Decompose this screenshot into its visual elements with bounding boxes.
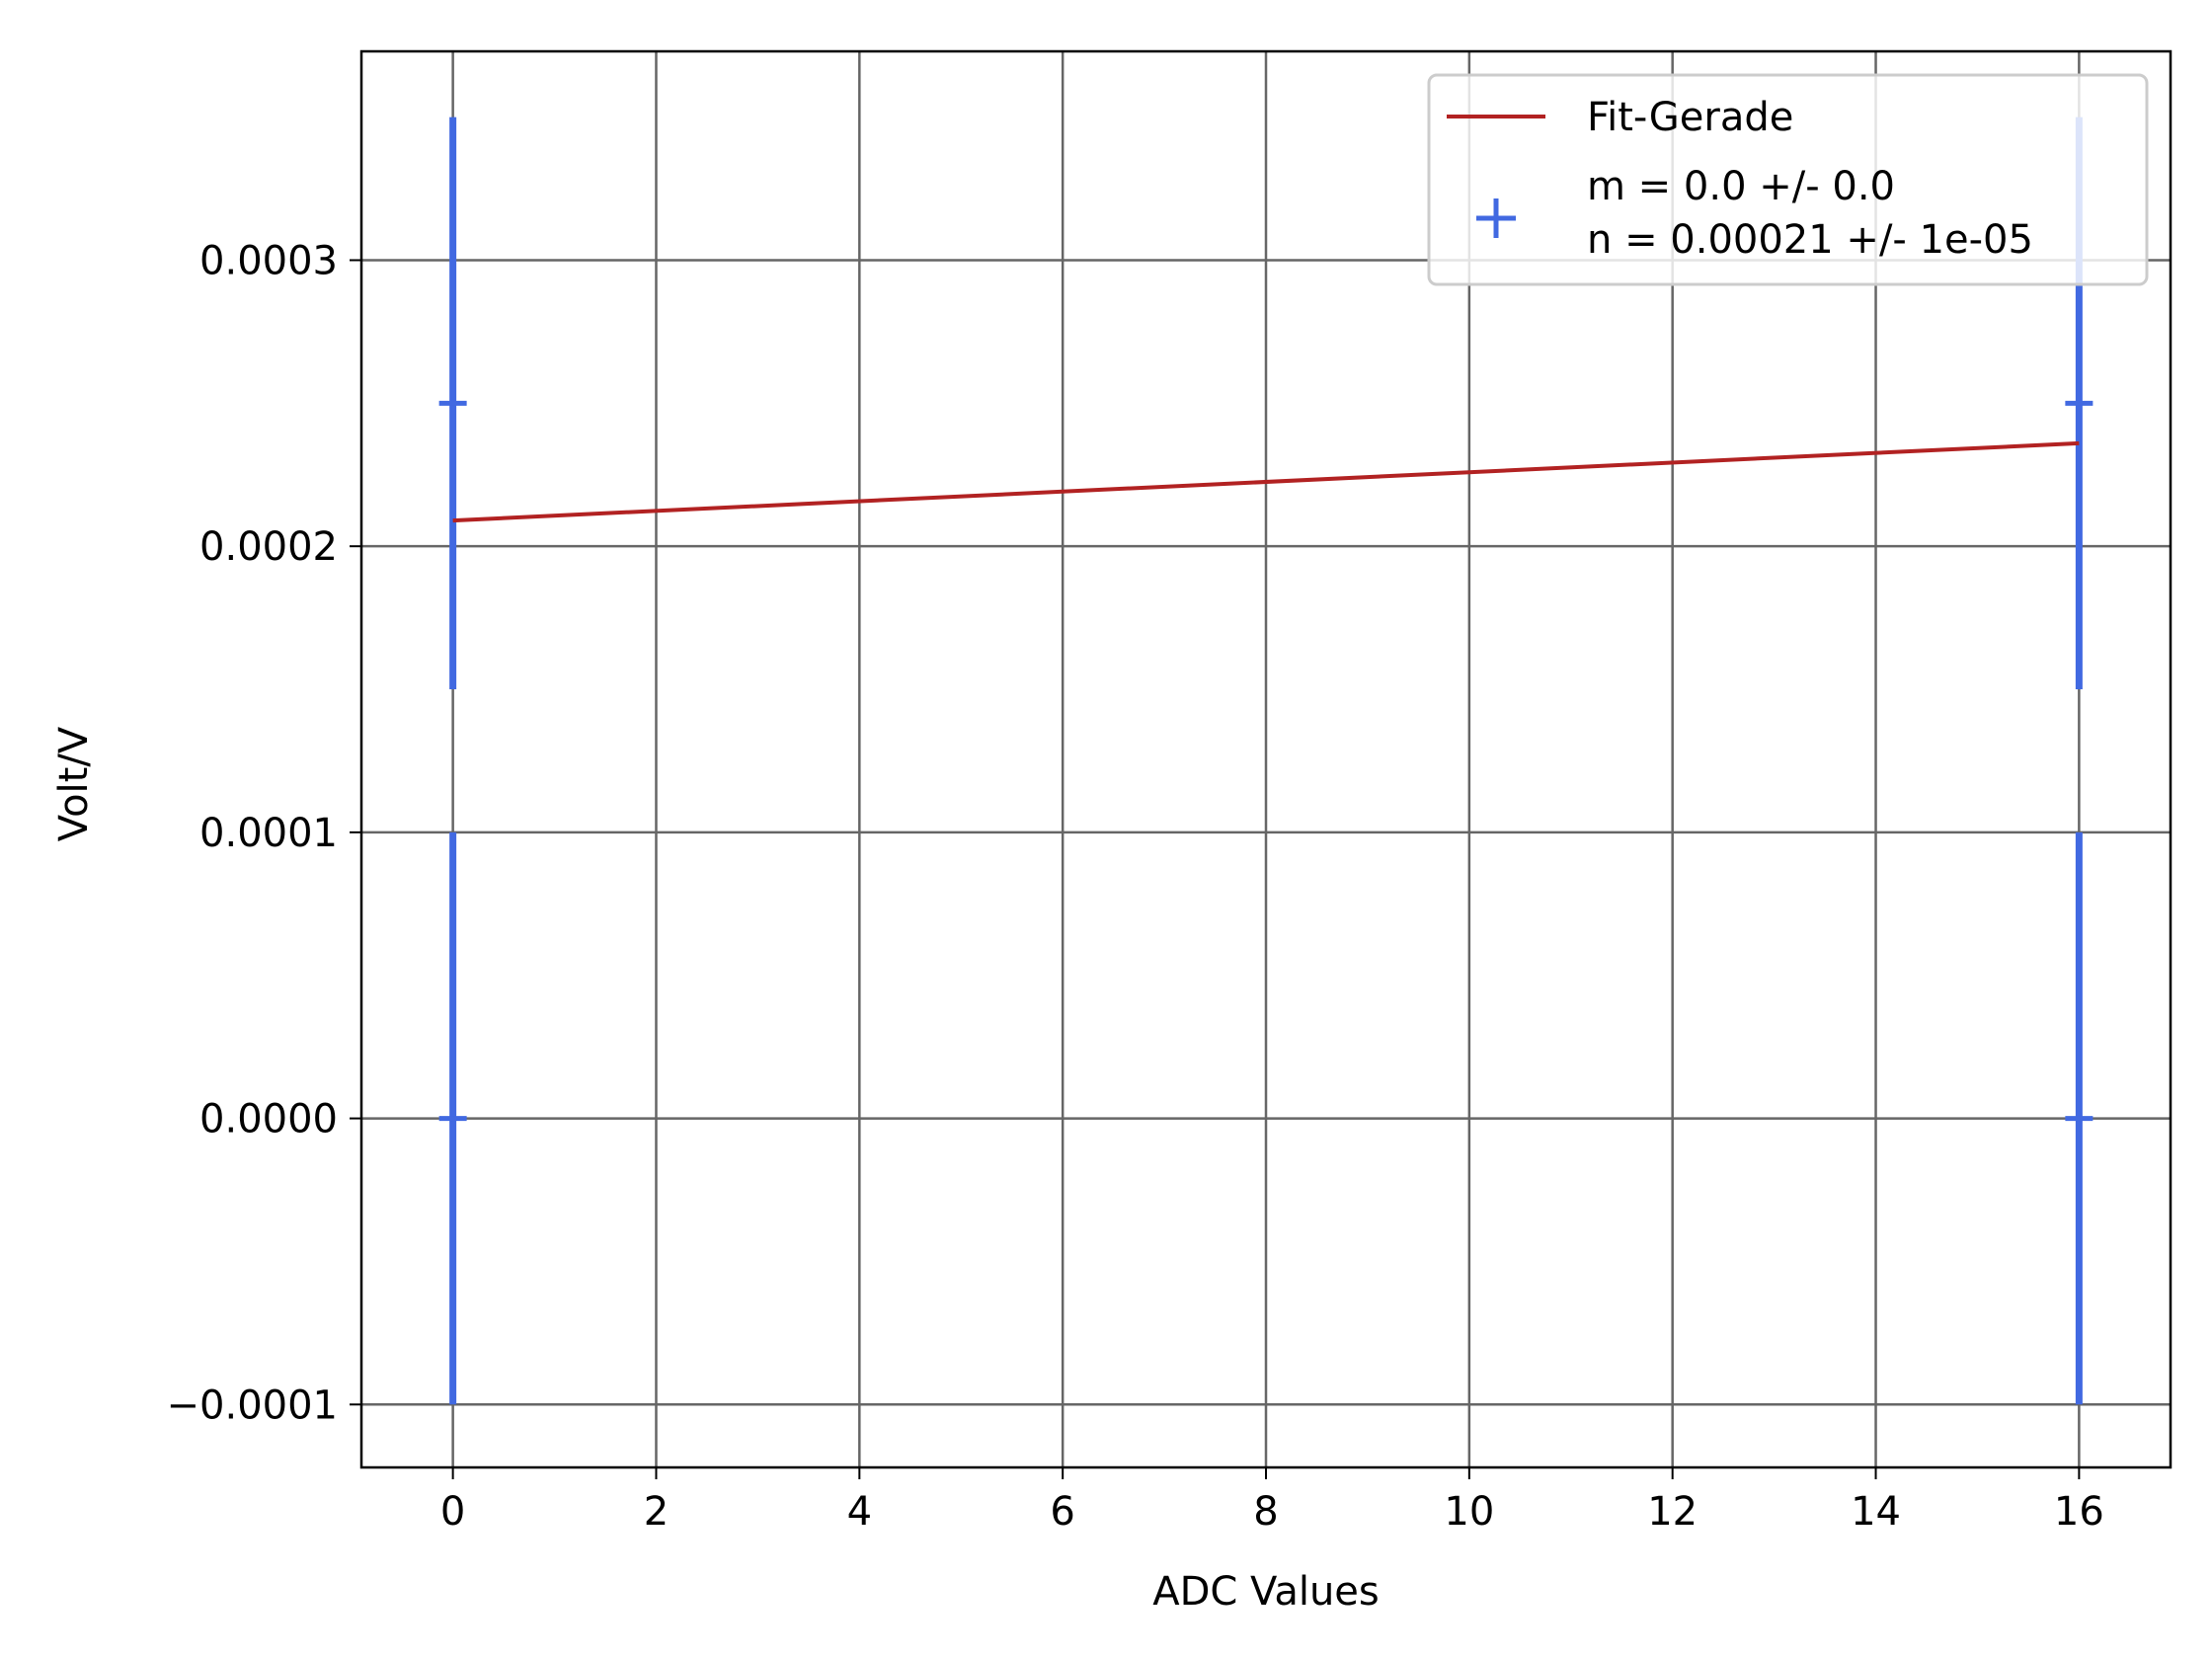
x-tick-label: 14 [1851,1489,1901,1535]
legend: Fit-Gerade m = 0.0 +/- 0.0 n = 0.00021 +/-… [1427,73,2149,286]
x-tick-label: 4 [847,1489,872,1535]
x-tick-label: 12 [1647,1489,1698,1535]
plot-frame [359,49,2172,1469]
x-tick-label: 16 [2054,1489,2104,1535]
x-tick-label: 6 [1050,1489,1074,1535]
y-tick-label: 0.0003 [199,238,338,283]
y-tick-label: 0.0002 [199,524,338,570]
plot-area: 0 2 4 6 8 10 12 14 16 −0.0001 0.0000 0.0001 0.0002 0.… [167,49,2172,1535]
y-tick-label: 0.0001 [199,811,338,856]
y-tick-label: −0.0001 [167,1382,338,1428]
legend-box [1427,73,2149,286]
y-axis-title: Volt/V [51,726,97,841]
x-axis-title: ADC Values [1152,1569,1380,1615]
y-tick-label: 0.0000 [199,1097,338,1143]
x-tick-label: 2 [644,1489,669,1535]
x-tick-label: 10 [1444,1489,1494,1535]
legend-fit-m: m = 0.0 +/- 0.0 [1587,164,1895,209]
x-tick-label: 8 [1253,1489,1278,1535]
x-tick-label: 0 [440,1489,465,1535]
legend-fit-label: Fit-Gerade [1587,95,1793,140]
legend-fit-n: n = 0.00021 +/- 1e-05 [1587,217,2033,263]
fit-line [452,440,2080,523]
